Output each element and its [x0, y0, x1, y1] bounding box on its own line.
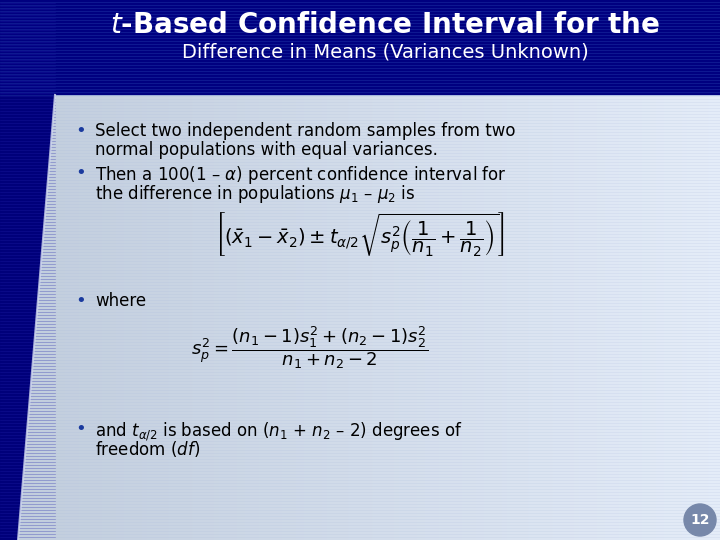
- Text: •: •: [75, 292, 86, 310]
- Polygon shape: [0, 0, 55, 540]
- Text: $\it{t}$-Based Confidence Interval for the: $\it{t}$-Based Confidence Interval for t…: [110, 11, 660, 39]
- Text: normal populations with equal variances.: normal populations with equal variances.: [95, 141, 438, 159]
- Text: $s_p^2 = \dfrac{(n_1-1)s_1^2+(n_2-1)s_2^2}{n_1+n_2-2}$: $s_p^2 = \dfrac{(n_1-1)s_1^2+(n_2-1)s_2^…: [192, 325, 428, 372]
- Text: •: •: [75, 122, 86, 140]
- Text: •: •: [75, 164, 86, 182]
- Text: •: •: [75, 420, 86, 438]
- Text: 12: 12: [690, 513, 710, 527]
- Text: Difference in Means (Variances Unknown): Difference in Means (Variances Unknown): [181, 43, 588, 62]
- Text: Select two independent random samples from two: Select two independent random samples fr…: [95, 122, 516, 140]
- Circle shape: [684, 504, 716, 536]
- Text: Then a 100(1 – $\alpha$) percent confidence interval for: Then a 100(1 – $\alpha$) percent confide…: [95, 164, 507, 186]
- Text: $\left[\left(\bar{x}_1 - \bar{x}_2\right) \pm t_{\alpha/2}\sqrt{s_p^2\left(\dfra: $\left[\left(\bar{x}_1 - \bar{x}_2\right…: [215, 211, 505, 259]
- Text: freedom ($\it{df}$): freedom ($\it{df}$): [95, 439, 200, 459]
- Text: where: where: [95, 292, 146, 310]
- Text: the difference in populations $\mu_1$ – $\mu_2$ is: the difference in populations $\mu_1$ – …: [95, 183, 415, 205]
- FancyBboxPatch shape: [0, 0, 720, 95]
- Text: and $t_{\alpha/2}$ is based on ($n_1$ + $n_2$ – 2) degrees of: and $t_{\alpha/2}$ is based on ($n_1$ + …: [95, 420, 462, 443]
